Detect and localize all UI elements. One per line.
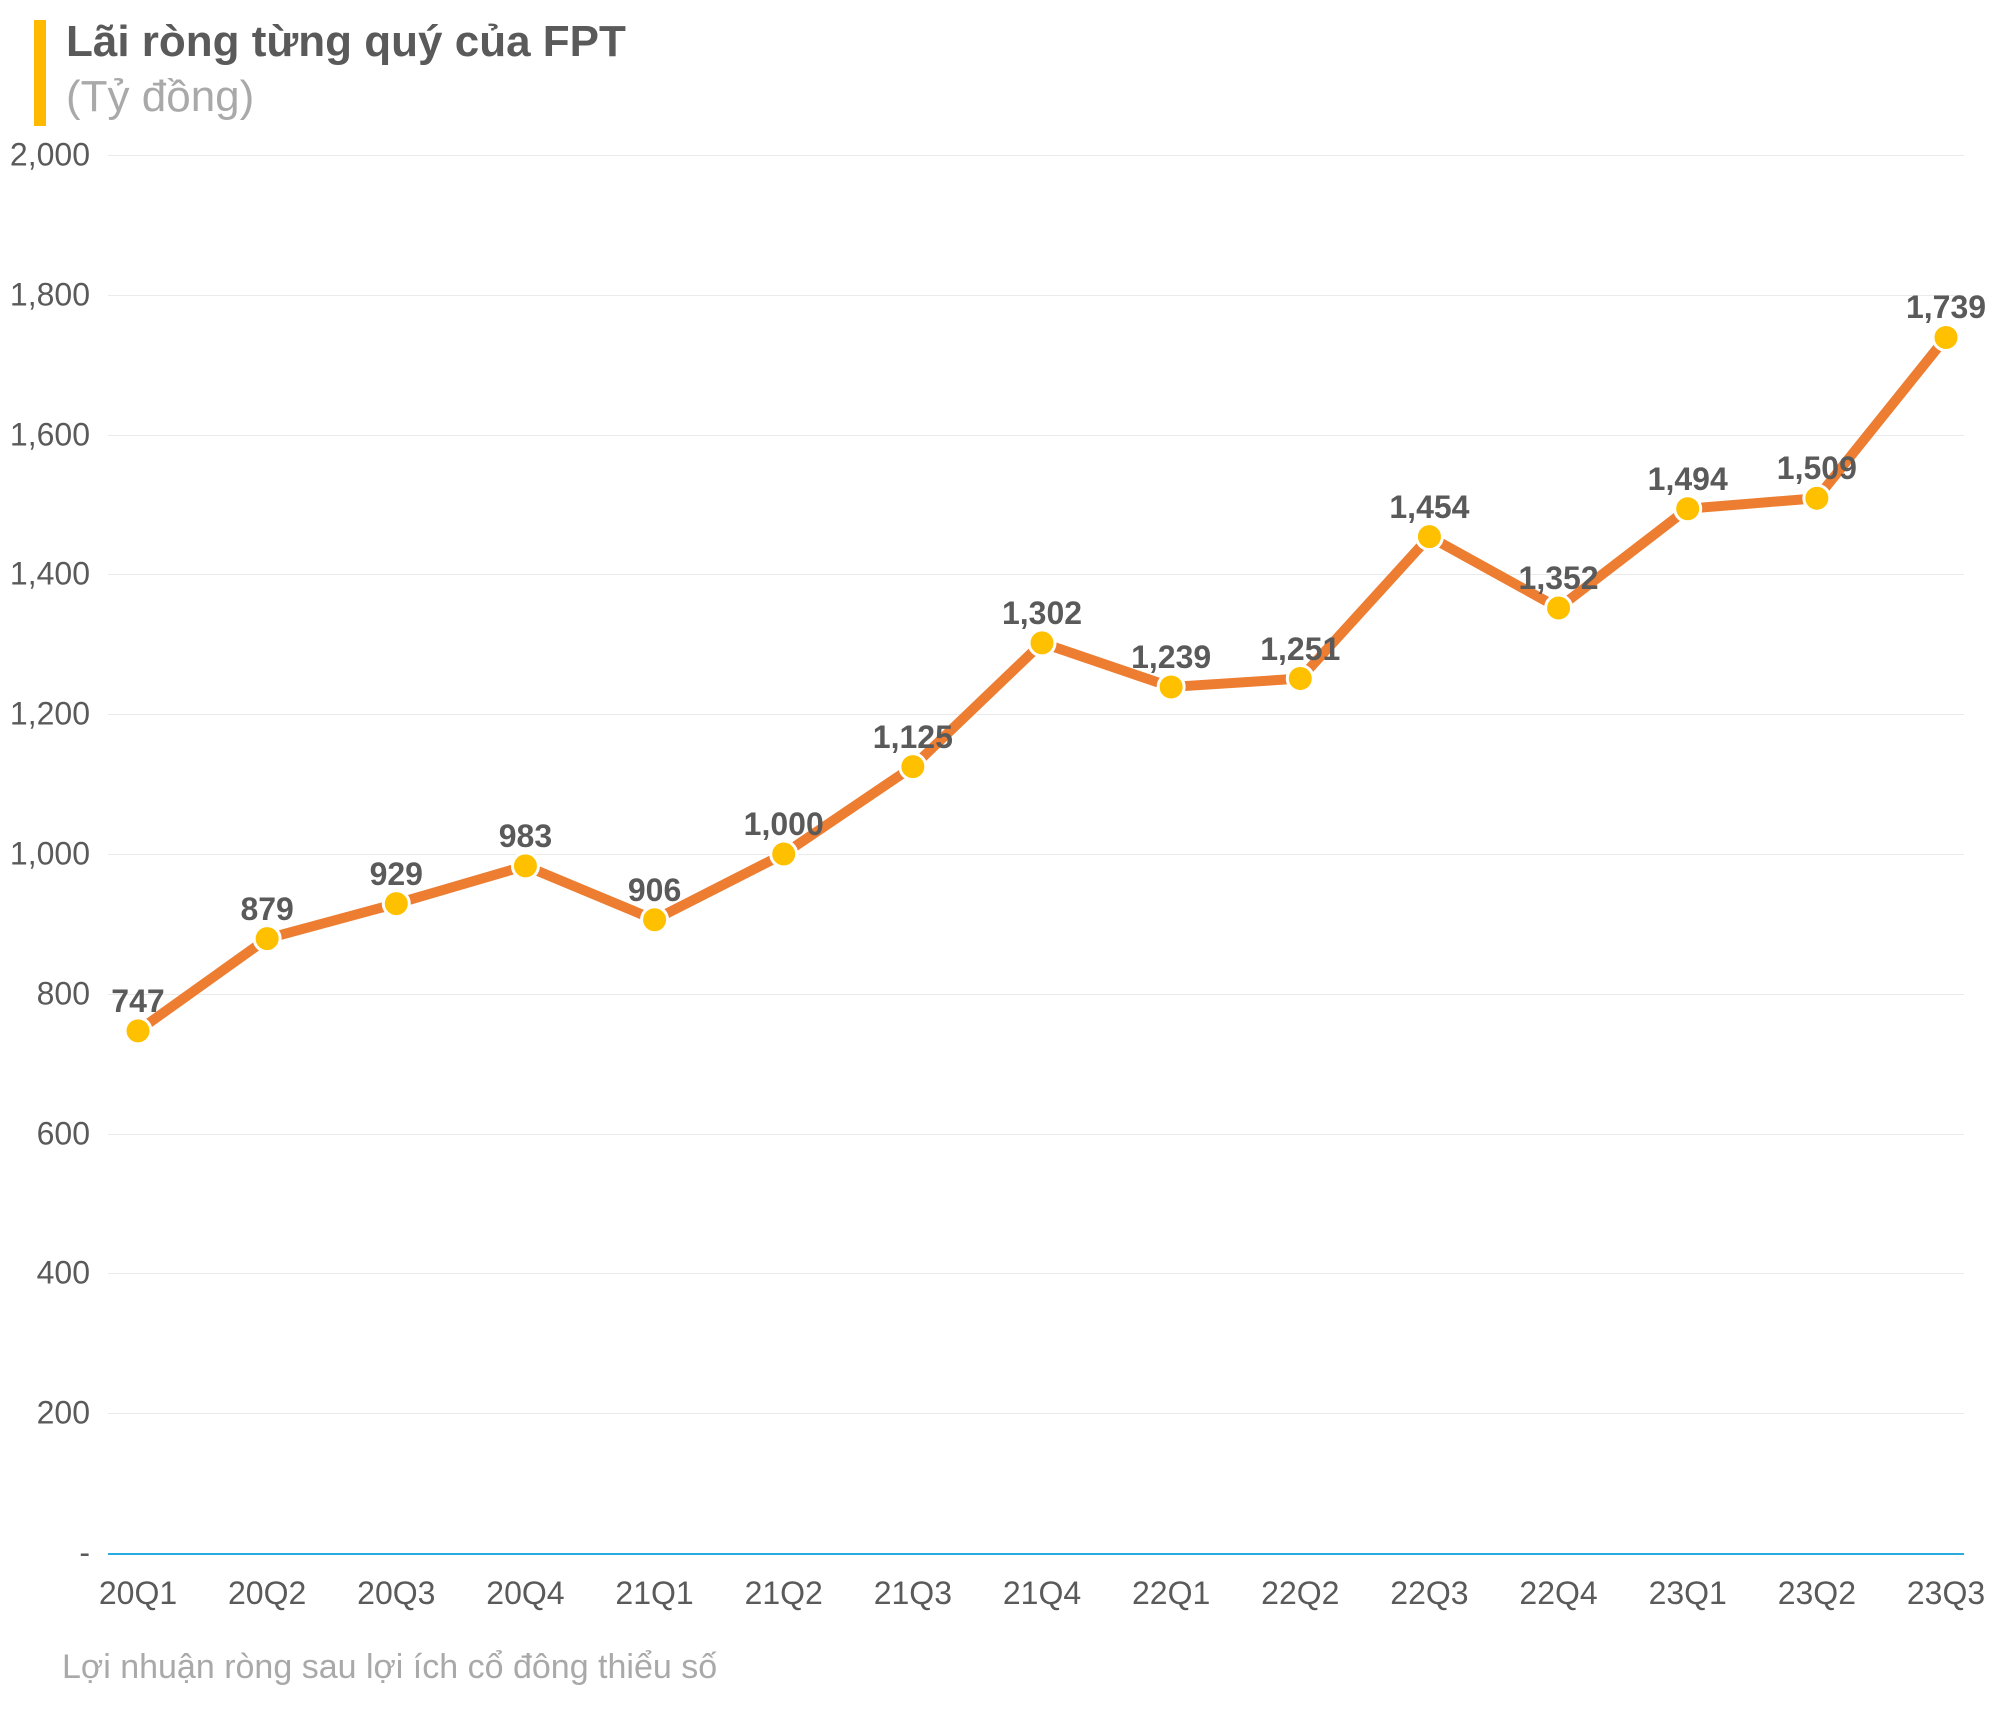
data-label: 1,125 (873, 719, 953, 756)
series-line (138, 337, 1946, 1030)
x-tick-label: 21Q1 (615, 1575, 693, 1612)
data-point (1158, 674, 1184, 700)
x-tick-label: 21Q2 (745, 1575, 823, 1612)
x-tick-label: 20Q4 (486, 1575, 564, 1612)
x-tick-label: 20Q1 (99, 1575, 177, 1612)
data-label: 747 (111, 983, 164, 1020)
data-point (1029, 630, 1055, 656)
data-label: 983 (499, 818, 552, 855)
data-label: 1,000 (744, 806, 824, 843)
data-label: 1,302 (1002, 595, 1082, 632)
data-label: 1,251 (1260, 631, 1340, 668)
data-point (1416, 524, 1442, 550)
data-label: 1,239 (1131, 639, 1211, 676)
data-label: 879 (240, 891, 293, 928)
x-tick-label: 22Q2 (1261, 1575, 1339, 1612)
x-tick-label: 22Q4 (1519, 1575, 1597, 1612)
x-tick-label: 20Q3 (357, 1575, 435, 1612)
data-label: 929 (370, 856, 423, 893)
data-point (642, 907, 668, 933)
chart-footer-note: Lợi nhuận ròng sau lợi ích cổ đông thiểu… (62, 1648, 717, 1687)
data-label: 906 (628, 872, 681, 909)
data-point (512, 853, 538, 879)
x-tick-label: 22Q1 (1132, 1575, 1210, 1612)
x-tick-label: 21Q3 (874, 1575, 952, 1612)
x-tick-label: 23Q1 (1649, 1575, 1727, 1612)
data-point (383, 891, 409, 917)
x-tick-label: 23Q3 (1907, 1575, 1985, 1612)
data-point (254, 926, 280, 952)
data-label: 1,352 (1519, 560, 1599, 597)
x-tick-label: 21Q4 (1003, 1575, 1081, 1612)
data-point (1287, 666, 1313, 692)
data-point (1804, 485, 1830, 511)
x-tick-label: 23Q2 (1778, 1575, 1856, 1612)
data-point (900, 754, 926, 780)
line-chart (0, 0, 2000, 1710)
x-tick-label: 20Q2 (228, 1575, 306, 1612)
data-point (1675, 496, 1701, 522)
data-label: 1,494 (1648, 461, 1728, 498)
data-point (1546, 595, 1572, 621)
data-point (1933, 324, 1959, 350)
data-label: 1,509 (1777, 450, 1857, 487)
chart-container: Lãi ròng từng quý của FPT (Tỷ đồng) -200… (0, 0, 2000, 1710)
data-label: 1,454 (1389, 489, 1469, 526)
data-point (125, 1018, 151, 1044)
data-point (771, 841, 797, 867)
data-label: 1,739 (1906, 289, 1986, 326)
x-tick-label: 22Q3 (1390, 1575, 1468, 1612)
